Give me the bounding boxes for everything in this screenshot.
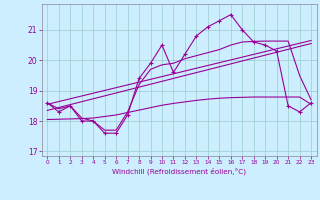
- X-axis label: Windchill (Refroidissement éolien,°C): Windchill (Refroidissement éolien,°C): [112, 168, 246, 175]
